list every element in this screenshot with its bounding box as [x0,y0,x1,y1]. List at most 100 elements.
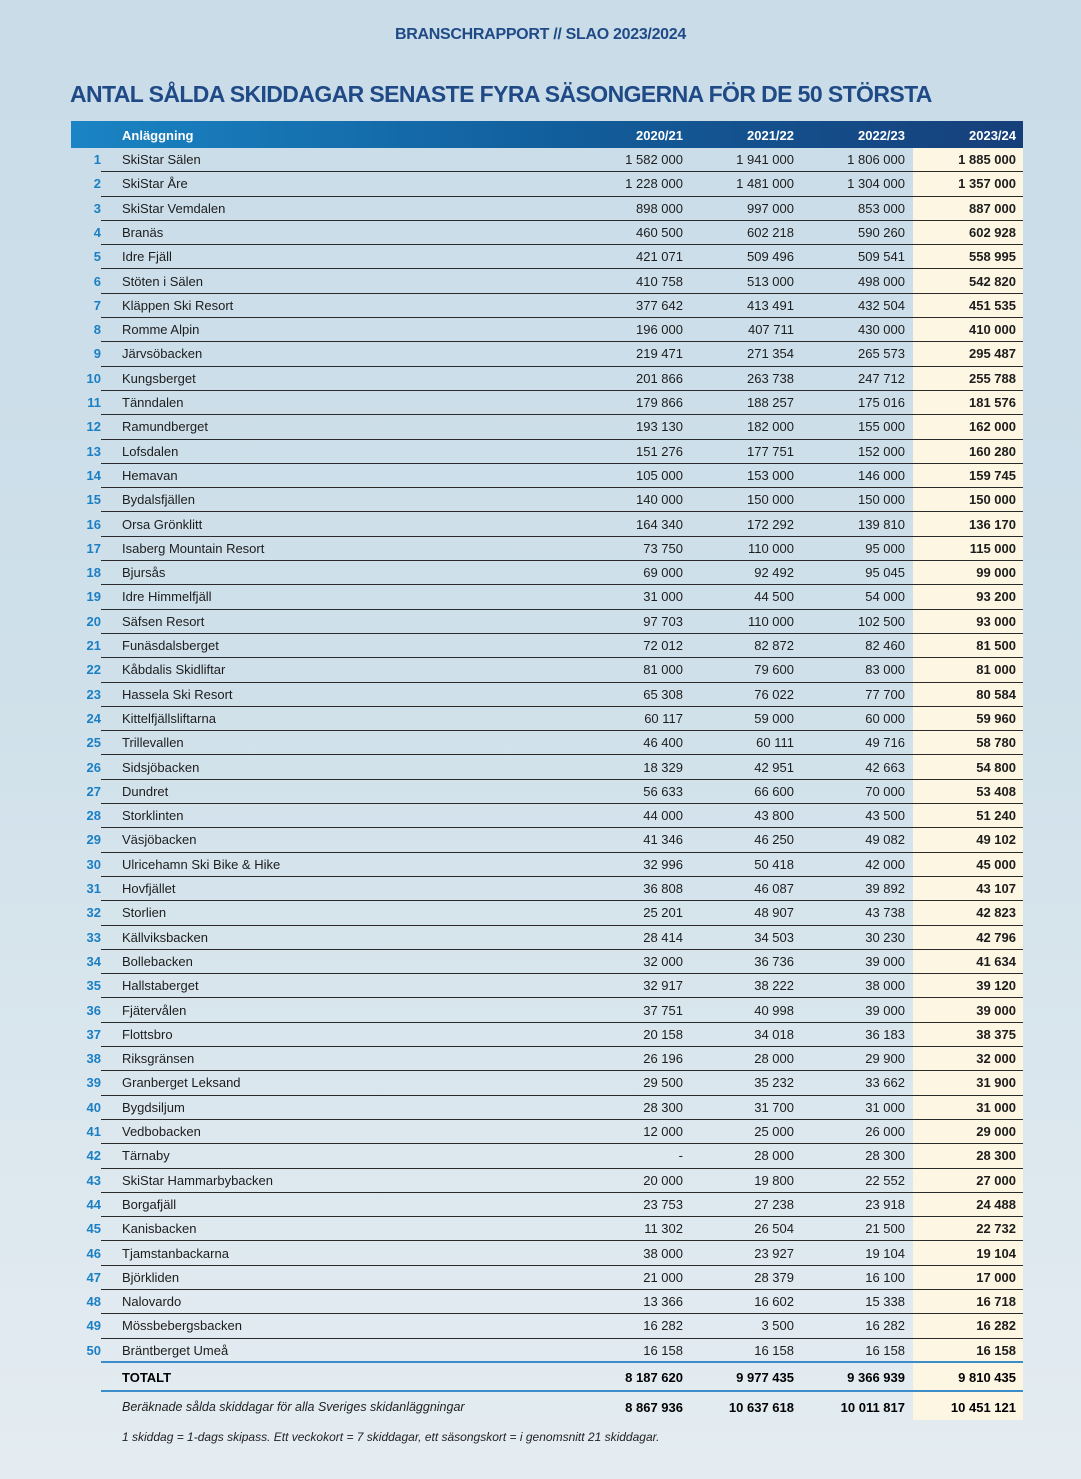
table-header: Anläggning 2020/21 2021/22 2022/23 2023/… [71,121,1023,148]
value-2023-24: 19 104 [976,1245,1016,1261]
value-2021-22: 3 500 [761,1318,794,1334]
value-2020-21: 31 000 [643,589,683,605]
rank: 7 [93,297,101,313]
rank: 28 [86,808,101,824]
resort-name: Funäsdalsberget [122,638,219,653]
table-row: 13 Lofsdalen 151 276 177 751 152 000 160 280 [71,440,1023,465]
estimate-value: 8 867 936 [625,1400,683,1415]
value-2022-23: 16 282 [865,1318,905,1334]
value-2021-22: 177 751 [747,443,794,459]
value-2023-24: 115 000 [969,540,1016,556]
table-row: 21 Funäsdalsberget 72 012 82 872 82 460 81 50… [71,634,1023,659]
resort-name: Tjamstanbackarna [122,1245,229,1261]
resort-name: Kittelfjällsliftarna [122,710,216,726]
estimate-value: 10 451 121 [950,1400,1016,1415]
value-2020-21: 65 308 [643,686,683,702]
resort-name: Mössbebergsbacken [122,1318,242,1334]
resort-name: Dundret [122,783,169,799]
rank: 31 [86,881,101,896]
value-2021-22: 153 000 [747,467,794,483]
value-2021-22: 16 158 [754,1342,794,1358]
value-2020-21: 32 000 [643,953,683,969]
value-2023-24: 1 357 000 [958,176,1016,192]
total-value: 9 366 939 [847,1370,905,1385]
resort-name: Bräntberget Umeå [122,1342,229,1358]
value-2022-23: 1 304 000 [847,176,905,192]
rank: 43 [86,1172,101,1188]
value-2020-21: - [678,1148,683,1164]
rank: 35 [86,978,101,994]
value-2022-23: 265 573 [858,346,905,362]
table-row: 11 Tänndalen 179 866 188 257 175 016 181 576 [71,391,1023,416]
rank: 39 [86,1075,101,1091]
value-2021-22: 66 600 [754,783,794,799]
table-row: 8 Romme Alpin 196 000 407 711 430 000 410 000 [71,318,1023,343]
value-2021-22: 59 000 [754,710,794,726]
value-2022-23: 42 000 [865,856,905,872]
value-2021-22: 263 738 [747,370,794,386]
value-2023-24: 159 745 [969,467,1016,483]
resort-name: Ulricehamn Ski Bike & Hike [122,856,281,872]
value-2023-24: 150 000 [969,492,1016,508]
total-value: 9 977 435 [736,1370,794,1385]
rank: 36 [86,1002,101,1018]
table-row: 16 Orsa Grönklitt 164 340 172 292 139 810 136… [71,513,1023,538]
value-2021-22: 38 222 [754,978,794,994]
table-row: 45 Kanisbacken 11 302 26 504 21 500 22 732 [71,1217,1023,1242]
value-2020-21: 38 000 [643,1245,683,1261]
table-row: 22 Kåbdalis Skidliftar 81 000 79 600 83 000 8… [71,658,1023,683]
rank: 23 [86,686,101,702]
value-2022-23: 102 500 [858,613,905,629]
value-2022-23: 16 100 [865,1269,905,1285]
value-2021-22: 43 800 [754,808,794,824]
value-2021-22: 46 087 [754,881,794,896]
value-2022-23: 60 000 [865,710,905,726]
table-row: 5 Idre Fjäll 421 071 509 496 509 541 558 995 [71,245,1023,270]
resort-name: Flottsbro [122,1026,173,1042]
rank: 15 [86,492,101,508]
value-2020-21: 69 000 [643,565,683,581]
value-2020-21: 20 000 [643,1172,683,1188]
value-2023-24: 51 240 [976,808,1016,824]
value-2021-22: 79 600 [754,662,794,678]
table-row: 19 Idre Himmelfjäll 31 000 44 500 54 000 93 2… [71,585,1023,610]
value-2023-24: 24 488 [976,1196,1016,1212]
highlight-column [913,148,1023,1420]
resort-name: Storklinten [122,808,184,824]
value-2022-23: 152 000 [858,443,905,459]
value-2020-21: 81 000 [643,662,683,678]
value-2021-22: 1 481 000 [736,176,794,192]
value-2021-22: 27 238 [754,1196,794,1212]
resort-name: Kläppen Ski Resort [122,297,234,313]
rank: 20 [86,613,101,629]
header-2023-24: 2023/24 [969,128,1016,143]
resort-name: Stöten i Sälen [122,273,203,289]
resort-name: Hassela Ski Resort [122,686,233,702]
value-2023-24: 255 788 [969,370,1016,386]
value-2020-21: 29 500 [643,1075,683,1091]
table-row: 31 Hovfjället 36 808 46 087 39 892 43 107 [71,877,1023,902]
rank: 13 [86,443,101,459]
value-2022-23: 146 000 [858,467,905,483]
table-row: 40 Bygdsiljum 28 300 31 700 31 000 31 000 [71,1096,1023,1121]
table-row: 14 Hemavan 105 000 153 000 146 000 159 745 [71,464,1023,489]
value-2023-24: 93 200 [976,589,1016,605]
table-row: 17 Isaberg Mountain Resort 73 750 110 000 95… [71,537,1023,562]
resort-name: Sidsjöbacken [122,759,200,775]
value-2022-23: 15 338 [865,1294,905,1310]
value-2022-23: 42 663 [865,759,905,775]
table-row: 7 Kläppen Ski Resort 377 642 413 491 432 504… [71,294,1023,319]
rank: 21 [86,638,101,653]
estimate-row: Beräknade sålda skiddagar för alla Sveri… [71,1396,1023,1420]
value-2023-24: 99 000 [976,565,1016,581]
value-2023-24: 27 000 [976,1172,1016,1188]
table-row: 29 Väsjöbacken 41 346 46 250 49 082 49 102 [71,828,1023,853]
value-2023-24: 45 000 [976,856,1016,872]
resort-name: Bollebacken [122,953,193,969]
table-row: 32 Storlien 25 201 48 907 43 738 42 823 [71,901,1023,926]
rank: 3 [93,200,101,216]
value-2020-21: 41 346 [643,832,683,848]
value-2021-22: 110 000 [747,540,794,556]
value-2020-21: 410 758 [636,273,683,289]
value-2021-22: 271 354 [747,346,794,362]
